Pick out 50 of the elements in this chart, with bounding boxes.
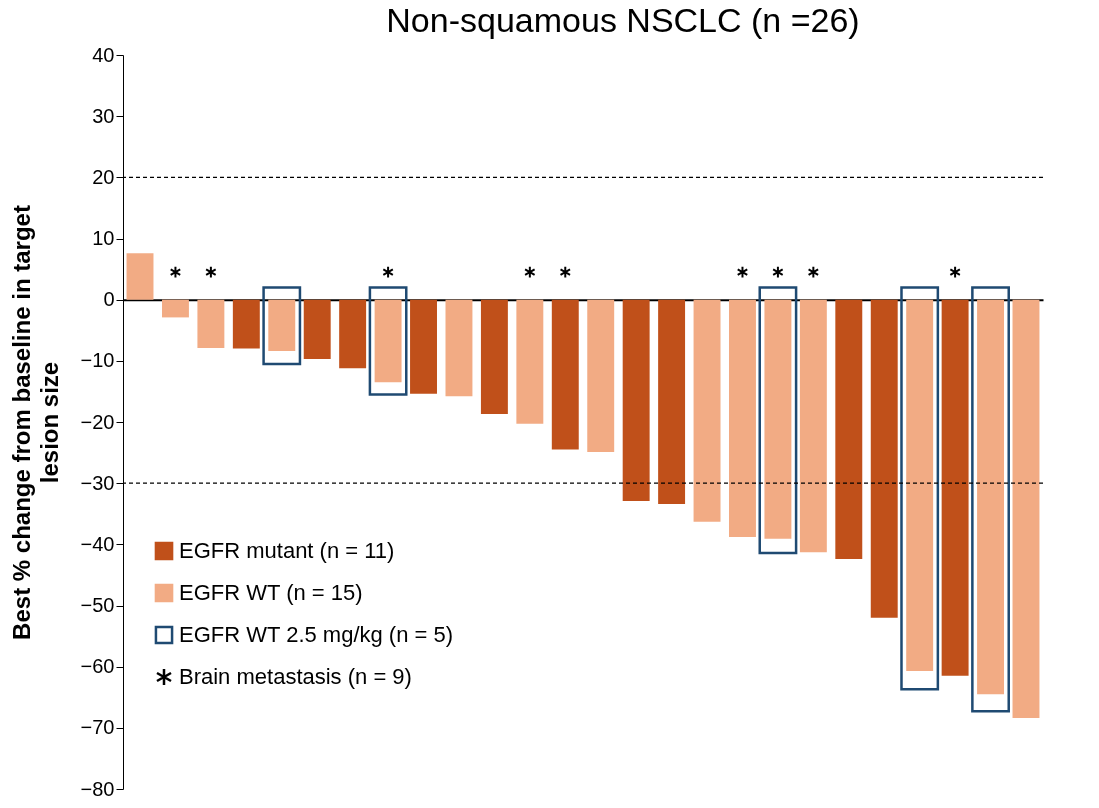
- bar: [374, 299, 402, 383]
- bar: [368, 286, 408, 396]
- y-tick-label: 0: [103, 288, 115, 311]
- legend-label: Brain metastasis (n = 9): [179, 664, 412, 689]
- y-tick-label: 30: [92, 104, 115, 127]
- bar: [870, 299, 898, 618]
- y-tick-label: −20: [80, 410, 115, 433]
- bar: [551, 299, 579, 450]
- bar: [764, 299, 792, 539]
- y-tick-label: −30: [80, 471, 115, 494]
- legend-label: EGFR WT 2.5 mg/kg (n = 5): [179, 622, 454, 647]
- bar: [977, 299, 1005, 695]
- bar: [658, 299, 686, 504]
- bar: [1012, 299, 1040, 719]
- bar: [900, 286, 940, 691]
- bar: [622, 299, 650, 501]
- bar: [906, 299, 934, 671]
- bar: [262, 286, 302, 366]
- y-axis-title: Best % change from baseline in target lesion size: [7, 205, 63, 640]
- legend-label: EGFR mutant (n = 11): [179, 538, 395, 563]
- bar: [445, 299, 473, 397]
- y-tick-label: 20: [92, 165, 115, 188]
- bar: [480, 299, 508, 415]
- bar: [799, 299, 827, 553]
- y-tick-label: 40: [92, 43, 115, 66]
- y-tick-label: −80: [80, 777, 115, 800]
- y-tick-label: −10: [80, 349, 115, 372]
- legend-label: EGFR WT (n = 15): [179, 580, 363, 605]
- bar: [339, 299, 367, 369]
- y-tick-label: −70: [80, 716, 115, 739]
- bar: [197, 299, 225, 348]
- bar: [516, 299, 544, 424]
- bar: [835, 299, 863, 560]
- bar: [758, 286, 798, 555]
- y-tick-label: −50: [80, 594, 115, 616]
- bar: [268, 299, 296, 352]
- y-tick-label: −60: [80, 655, 115, 678]
- chart-title: Non-squamous NSCLC (n =26): [386, 1, 860, 39]
- bar: [303, 299, 331, 359]
- y-tick-label: 10: [92, 227, 115, 249]
- bar: [410, 299, 437, 394]
- bar: [232, 299, 260, 349]
- y-tick-label: −40: [80, 532, 115, 555]
- bar: [693, 299, 721, 522]
- bar: [587, 299, 615, 452]
- bar: [126, 253, 154, 300]
- bar: [941, 299, 969, 676]
- bar: [971, 286, 1010, 713]
- bar: [161, 299, 189, 318]
- bar: [729, 299, 756, 537]
